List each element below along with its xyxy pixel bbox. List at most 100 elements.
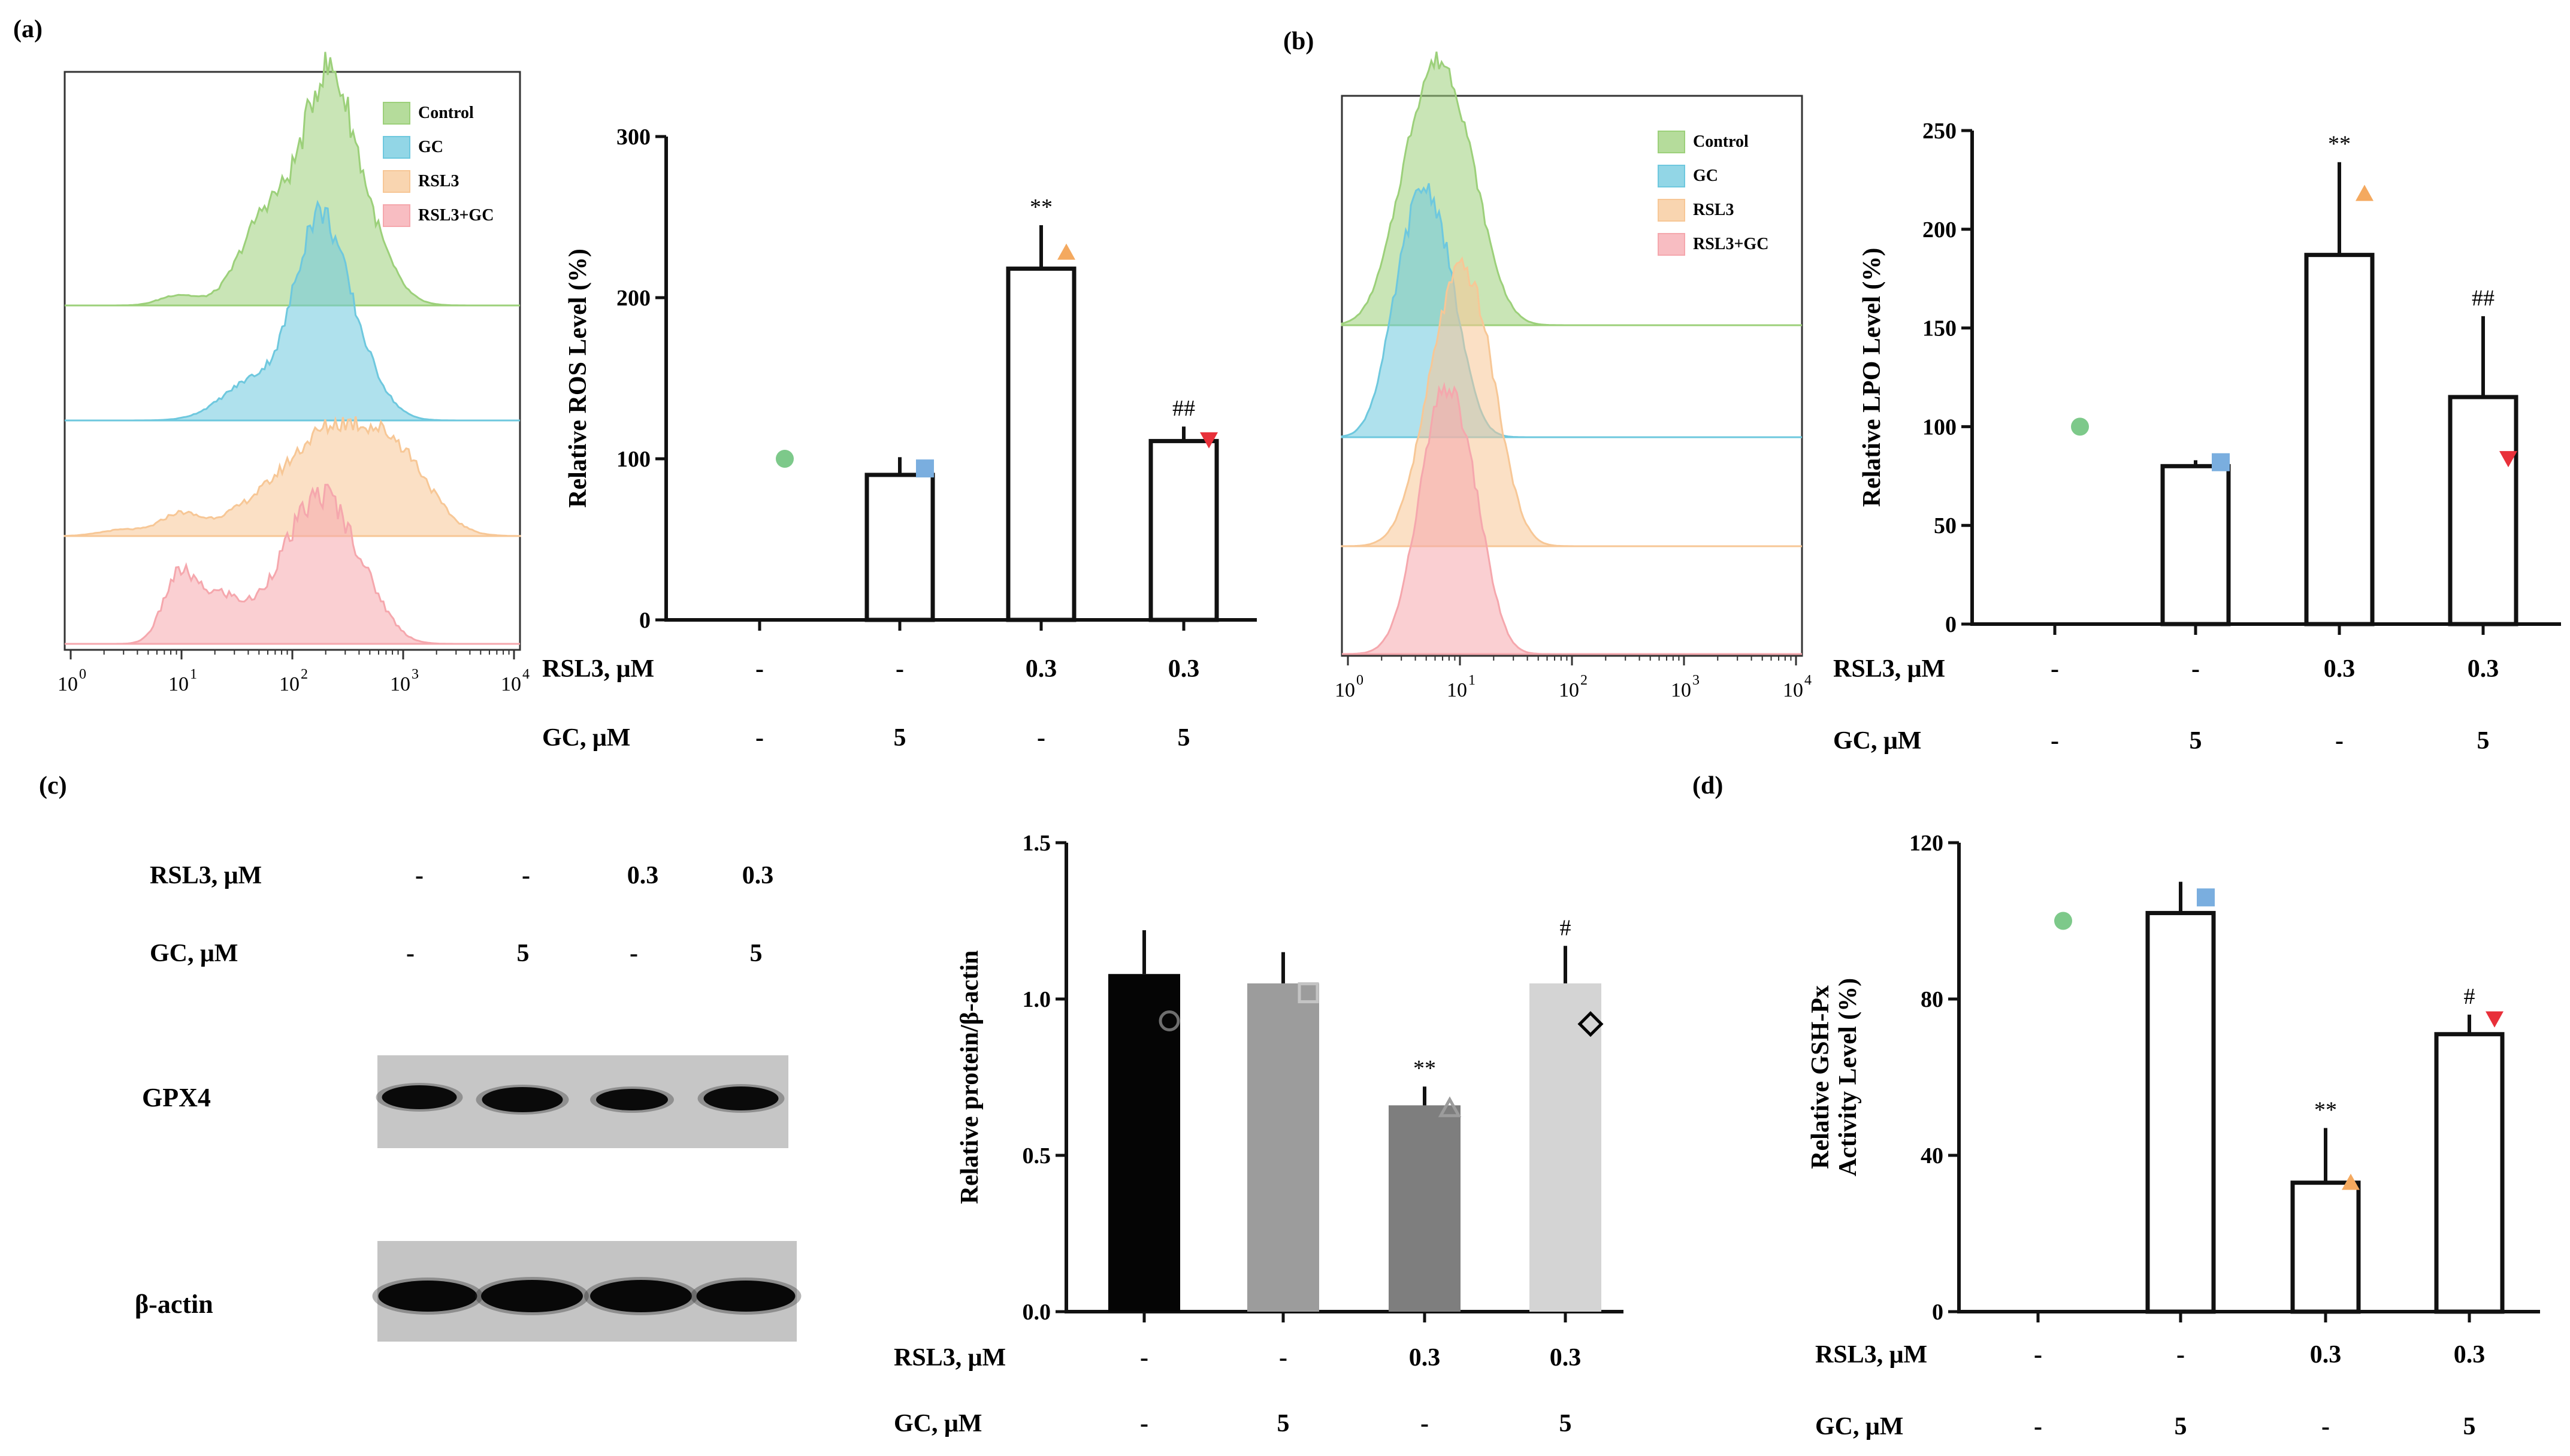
significance-mark: ## xyxy=(2472,286,2495,311)
bar-gc xyxy=(1247,983,1319,1312)
condition-value-gc: 5 xyxy=(1559,1410,1572,1437)
blot-band-actin xyxy=(481,1280,583,1312)
flow-x-tick-exponent: 1 xyxy=(1468,673,1476,688)
condition-value-rsl3: 0.3 xyxy=(1409,1344,1441,1372)
bar-gc xyxy=(2145,910,2216,1314)
legend-swatch xyxy=(1658,199,1685,222)
data-point xyxy=(2212,453,2230,471)
data-point xyxy=(1298,982,1319,1004)
bar-gc xyxy=(2160,464,2231,626)
y-tick-label: 300 xyxy=(616,125,651,150)
blot-rsl3-value: 0.3 xyxy=(627,862,659,889)
y-tick-label: 150 xyxy=(1922,316,1957,341)
bar-rsl3 xyxy=(1389,1105,1461,1312)
bar-control xyxy=(1108,974,1180,1312)
condition-value-rsl3: 0.3 xyxy=(2454,1341,2486,1369)
blot-gc-value: 5 xyxy=(750,940,763,967)
condition-value-rsl3: - xyxy=(2176,1341,2185,1369)
flow-x-tick-exponent: 0 xyxy=(1356,673,1363,688)
data-point xyxy=(1438,1096,1462,1118)
condition-value-gc: - xyxy=(1037,724,1045,752)
flow-x-tick-exponent: 2 xyxy=(1580,673,1588,688)
condition-value-rsl3: - xyxy=(896,655,904,683)
bar-rsl3 xyxy=(2290,1180,2361,1314)
panel-label-d: (d) xyxy=(1692,772,1723,800)
significance-mark: # xyxy=(2464,984,2475,1009)
condition-label-gc: GC, μM xyxy=(1833,727,1921,755)
condition-value-rsl3: - xyxy=(2034,1341,2042,1369)
blot-gc-value: - xyxy=(630,940,638,967)
bar-rsl3 xyxy=(2304,253,2375,626)
legend-label: RSL3 xyxy=(1693,201,1734,219)
y-tick-label: 100 xyxy=(616,447,651,472)
blot-band-gpx4 xyxy=(382,1085,457,1109)
legend-label: RSL3+GC xyxy=(1693,235,1768,253)
data-point xyxy=(2486,1011,2504,1028)
legend-label: GC xyxy=(1693,167,1718,185)
condition-label-rsl3: RSL3, μM xyxy=(542,655,654,683)
significance-mark: ** xyxy=(2328,132,2351,157)
condition-label-rsl3: RSL3, μM xyxy=(1833,655,1945,683)
data-point xyxy=(776,450,794,468)
condition-label-gc: GC, μM xyxy=(542,724,630,752)
western-blot: RSL3, μM GC, μM - - 0.3 0.3 - 5 - 5 GPX4… xyxy=(135,862,802,1342)
condition-value-rsl3: 0.3 xyxy=(2310,1341,2342,1369)
blot-band-gpx4 xyxy=(482,1087,563,1112)
flow-x-tick-exponent: 3 xyxy=(412,667,419,682)
condition-label-rsl3: RSL3, μM xyxy=(1815,1341,1927,1369)
blot-rsl3-value: 0.3 xyxy=(742,862,774,889)
significance-mark: ** xyxy=(1030,195,1053,220)
blot-rsl3-label: RSL3, μM xyxy=(150,862,262,889)
flow-x-tick-label: 10 xyxy=(501,673,521,695)
legend-label: RSL3 xyxy=(418,172,459,190)
legend-swatch xyxy=(383,102,410,125)
blot-gc-value: 5 xyxy=(517,940,530,967)
blot-band-label-gpx4: GPX4 xyxy=(142,1083,211,1112)
data-point xyxy=(916,459,934,478)
condition-value-rsl3: - xyxy=(2051,655,2059,683)
condition-value-gc: 5 xyxy=(894,724,906,752)
legend-swatch xyxy=(1658,131,1685,153)
flow-x-tick-label: 10 xyxy=(279,673,300,695)
y-tick-label: 120 xyxy=(1909,831,1943,856)
y-tick-label: 200 xyxy=(1922,217,1957,243)
significance-mark: ** xyxy=(2314,1097,2337,1122)
data-point xyxy=(1200,432,1218,449)
y-tick-label: 40 xyxy=(1921,1143,1943,1169)
legend-swatch xyxy=(383,136,410,159)
y-tick-label: 200 xyxy=(616,286,651,311)
y-tick-label: 80 xyxy=(1921,987,1943,1012)
blot-rsl3-value: - xyxy=(415,862,424,889)
significance-mark: # xyxy=(1560,915,1571,940)
blot-gc-label: GC, μM xyxy=(150,940,238,967)
flow-x-tick-label: 10 xyxy=(1335,679,1355,701)
histogram-rsl3-gc xyxy=(65,483,520,645)
blot-band-label-actin: β-actin xyxy=(135,1289,213,1319)
condition-value-gc: 5 xyxy=(1178,724,1190,752)
y-tick-label: 250 xyxy=(1922,119,1957,144)
blot-band-actin xyxy=(696,1281,796,1312)
flow-x-tick-label: 10 xyxy=(1559,679,1579,701)
y-tick-label: 50 xyxy=(1934,513,1957,538)
bar-chart-protein: 0.0 0.5 1.0 1.5 Relative protein/β-actin ** # R… xyxy=(894,831,1623,1437)
condition-value-gc: - xyxy=(1140,1410,1148,1437)
data-point xyxy=(2054,912,2072,930)
bar-rsl3-gc xyxy=(1529,983,1601,1312)
y-axis-label: Relative protein/β-actin xyxy=(956,951,984,1204)
condition-value-gc: - xyxy=(2321,1413,2330,1440)
bar-gc xyxy=(864,473,935,622)
panel-label-b: (b) xyxy=(1283,28,1314,55)
condition-value-rsl3: 0.3 xyxy=(1168,655,1200,683)
bar-rsl3 xyxy=(1006,267,1077,622)
y-tick-label: 0.0 xyxy=(1023,1300,1051,1325)
flow-x-tick-exponent: 1 xyxy=(190,667,197,682)
flow-x-tick-exponent: 2 xyxy=(301,667,308,682)
data-point xyxy=(2499,451,2517,468)
legend-label: RSL3+GC xyxy=(418,206,494,225)
legend-label: GC xyxy=(418,138,443,156)
flow-x-tick-label: 10 xyxy=(390,673,410,695)
legend-label: Control xyxy=(418,104,474,122)
